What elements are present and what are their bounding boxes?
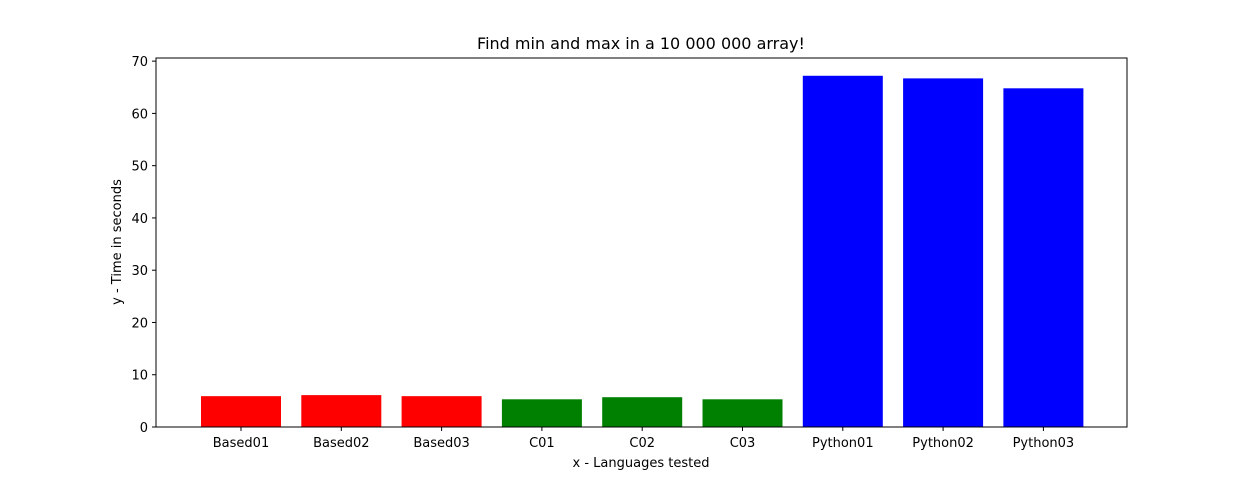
- bar-based01: [201, 396, 281, 427]
- x-tick-label: C02: [629, 436, 655, 451]
- y-tick-label: 70: [131, 55, 148, 70]
- bar-based03: [401, 396, 482, 427]
- y-tick-label: 30: [131, 264, 148, 279]
- chart-title: Find min and max in a 10 000 000 array!: [477, 34, 805, 53]
- bar-python02: [903, 78, 984, 427]
- bar-c02: [602, 397, 683, 427]
- x-tick-label: C01: [529, 436, 555, 451]
- x-tick-label: Python02: [912, 436, 974, 451]
- y-tick-label: 20: [131, 316, 148, 331]
- x-tick-label: Python01: [812, 436, 874, 451]
- x-tick-label: Based01: [213, 436, 269, 451]
- x-tick-label: Based03: [413, 436, 469, 451]
- x-axis-label: x - Languages tested: [573, 456, 710, 471]
- y-tick-label: 60: [131, 107, 148, 122]
- bars-group: [201, 75, 1084, 427]
- bar-python03: [1003, 88, 1084, 427]
- x-tick-label: Based02: [313, 436, 369, 451]
- x-tick-label: C03: [730, 436, 756, 451]
- x-tick-label: Python03: [1013, 436, 1075, 451]
- bar-python01: [802, 75, 883, 427]
- y-tick-label: 40: [131, 212, 148, 227]
- x-axis: Based01 Based02 Based03 C01 C02 C03 Python01 Py…: [213, 427, 1074, 451]
- y-tick-label: 0: [140, 421, 148, 436]
- bar-based02: [301, 395, 382, 427]
- y-tick-label: 10: [131, 369, 148, 384]
- y-axis-label: y - Time in seconds: [110, 179, 125, 305]
- bar-c01: [501, 399, 582, 427]
- bar-c03: [702, 399, 783, 427]
- y-axis: 0 10 20 30 40 50 60 70: [131, 55, 156, 436]
- plot-frame: [155, 57, 1128, 428]
- y-tick-label: 50: [131, 160, 148, 175]
